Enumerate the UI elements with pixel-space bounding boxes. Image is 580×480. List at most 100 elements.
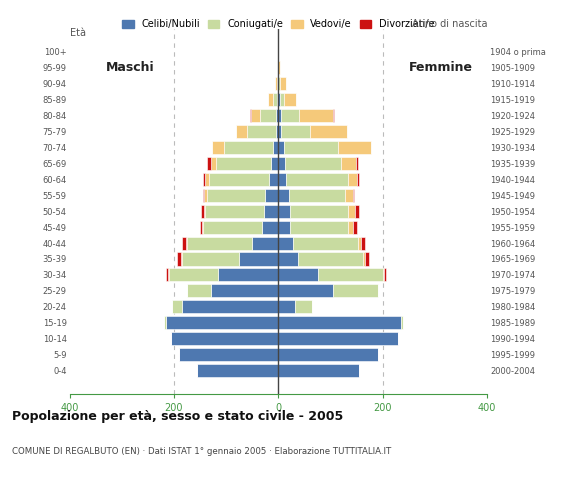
Bar bbox=[280, 93, 284, 106]
Bar bbox=[179, 348, 278, 361]
Bar bbox=[207, 189, 265, 202]
Bar bbox=[200, 221, 202, 234]
Bar bbox=[358, 237, 361, 250]
Bar bbox=[354, 204, 359, 218]
Bar bbox=[299, 109, 333, 122]
Bar bbox=[278, 252, 298, 265]
Bar bbox=[353, 221, 357, 234]
Bar bbox=[276, 125, 278, 138]
Bar bbox=[269, 93, 273, 106]
Bar bbox=[166, 316, 278, 329]
Bar bbox=[384, 268, 386, 281]
Bar bbox=[281, 125, 310, 138]
Bar bbox=[333, 109, 334, 122]
Bar bbox=[273, 141, 278, 154]
Bar bbox=[278, 300, 295, 313]
Bar bbox=[361, 237, 365, 250]
Bar bbox=[290, 221, 349, 234]
Bar bbox=[201, 204, 204, 218]
Bar bbox=[203, 221, 262, 234]
Bar bbox=[289, 189, 345, 202]
Bar bbox=[208, 157, 211, 170]
Bar bbox=[284, 141, 339, 154]
Bar bbox=[278, 364, 359, 377]
Bar bbox=[216, 157, 270, 170]
Bar bbox=[278, 284, 333, 298]
Bar bbox=[298, 252, 364, 265]
Bar bbox=[357, 173, 359, 186]
Bar bbox=[249, 109, 251, 122]
Text: Femmine: Femmine bbox=[409, 61, 473, 74]
Bar bbox=[278, 173, 286, 186]
Bar bbox=[383, 268, 384, 281]
Bar bbox=[205, 204, 264, 218]
Bar bbox=[353, 189, 354, 202]
Bar bbox=[278, 348, 378, 361]
Text: Età: Età bbox=[70, 27, 86, 37]
Bar bbox=[317, 268, 383, 281]
Bar bbox=[264, 204, 278, 218]
Bar bbox=[269, 173, 278, 186]
Text: Popolazione per età, sesso e stato civile - 2005: Popolazione per età, sesso e stato civil… bbox=[12, 410, 343, 423]
Bar bbox=[293, 237, 358, 250]
Bar bbox=[182, 237, 186, 250]
Bar bbox=[278, 77, 280, 90]
Bar bbox=[223, 141, 273, 154]
Bar bbox=[247, 125, 276, 138]
Bar bbox=[349, 204, 354, 218]
Bar bbox=[235, 125, 247, 138]
Bar bbox=[270, 157, 278, 170]
Bar bbox=[278, 332, 398, 345]
Bar bbox=[356, 157, 358, 170]
Bar bbox=[204, 189, 207, 202]
Bar bbox=[177, 252, 182, 265]
Bar bbox=[172, 300, 182, 313]
Bar bbox=[284, 93, 296, 106]
Bar bbox=[333, 284, 378, 298]
Bar bbox=[290, 204, 349, 218]
Bar bbox=[365, 252, 369, 265]
Bar bbox=[345, 189, 353, 202]
Bar bbox=[277, 93, 278, 106]
Bar bbox=[278, 237, 293, 250]
Bar bbox=[182, 300, 278, 313]
Bar bbox=[211, 284, 278, 298]
Bar bbox=[252, 237, 278, 250]
Bar bbox=[209, 173, 269, 186]
Bar bbox=[277, 77, 278, 90]
Bar bbox=[262, 221, 278, 234]
Text: Maschi: Maschi bbox=[106, 61, 155, 74]
Bar bbox=[260, 109, 276, 122]
Bar bbox=[187, 237, 252, 250]
Bar bbox=[212, 141, 223, 154]
Bar bbox=[239, 252, 278, 265]
Bar bbox=[278, 268, 317, 281]
Bar bbox=[187, 284, 211, 298]
Bar bbox=[202, 189, 204, 202]
Bar bbox=[205, 173, 209, 186]
Bar bbox=[182, 252, 239, 265]
Bar bbox=[401, 316, 403, 329]
Text: Anno di nascita: Anno di nascita bbox=[412, 19, 487, 29]
Bar bbox=[349, 221, 353, 234]
Bar bbox=[218, 268, 278, 281]
Legend: Celibi/Nubili, Coniugati/e, Vedovi/e, Divorziati/e: Celibi/Nubili, Coniugati/e, Vedovi/e, Di… bbox=[122, 19, 435, 29]
Bar bbox=[278, 125, 281, 138]
Bar bbox=[211, 157, 216, 170]
Bar bbox=[280, 77, 286, 90]
Bar bbox=[251, 109, 260, 122]
Bar bbox=[278, 204, 290, 218]
Bar bbox=[278, 141, 284, 154]
Bar bbox=[310, 125, 347, 138]
Bar bbox=[276, 109, 278, 122]
Bar bbox=[341, 157, 356, 170]
Bar bbox=[278, 93, 280, 106]
Bar bbox=[286, 173, 348, 186]
Bar bbox=[285, 157, 341, 170]
Bar bbox=[166, 268, 168, 281]
Bar bbox=[338, 141, 371, 154]
Bar bbox=[364, 252, 365, 265]
Bar bbox=[278, 109, 281, 122]
Bar bbox=[278, 221, 290, 234]
Bar bbox=[295, 300, 312, 313]
